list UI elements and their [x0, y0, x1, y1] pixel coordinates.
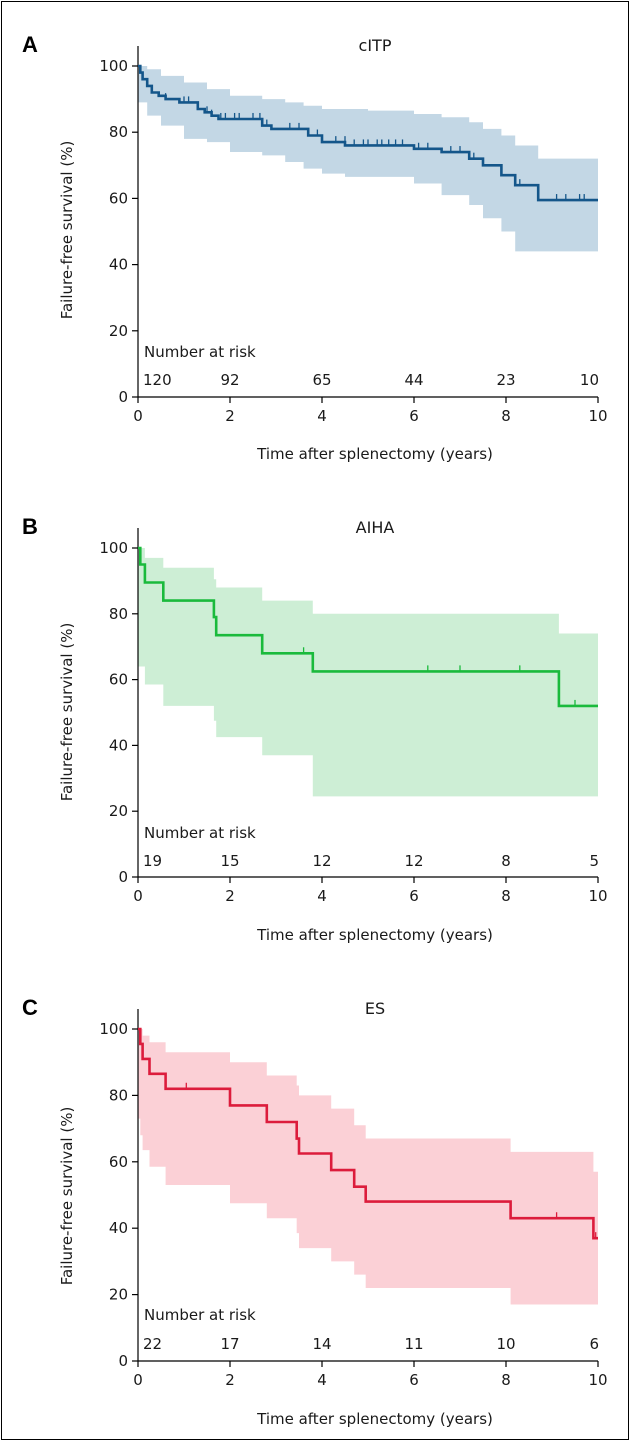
panel-letter-c: C — [22, 995, 38, 1020]
panel-c-y-axis-label: Failure-free survival (%) — [58, 1107, 76, 1286]
risk-count: 12 — [312, 852, 331, 870]
y-tick-label: 0 — [118, 388, 128, 406]
panel-a-x-axis-label: Time after splenectomy (years) — [256, 445, 493, 463]
panel-a-plot: 0 20 40 60 80 100 0 2 4 6 8 10 120 92 65 44 23 10 — [99, 46, 608, 425]
x-tick-label: 0 — [133, 407, 143, 425]
panel-c-title: ES — [365, 999, 385, 1018]
x-tick-label: 10 — [588, 1371, 607, 1389]
risk-count: 19 — [143, 852, 162, 870]
y-tick-label: 100 — [99, 57, 128, 75]
x-tick-label: 6 — [409, 1371, 419, 1389]
y-tick-label: 20 — [109, 1286, 128, 1304]
x-tick-label: 8 — [501, 407, 511, 425]
risk-count: 10 — [496, 1335, 515, 1353]
x-tick-label: 0 — [133, 1371, 143, 1389]
risk-count: 12 — [404, 852, 423, 870]
risk-count: 44 — [404, 371, 423, 389]
risk-count: 65 — [312, 371, 331, 389]
confidence-band — [138, 66, 598, 252]
x-tick-label: 4 — [317, 1371, 327, 1389]
confidence-band — [138, 1029, 598, 1305]
panel-a-risk-title: Number at risk — [144, 343, 256, 361]
x-tick-label: 4 — [317, 887, 327, 905]
y-tick-label: 40 — [109, 736, 128, 754]
panel-b-risk-title: Number at risk — [144, 824, 256, 842]
y-tick-label: 20 — [109, 802, 128, 820]
panel-c-risk-title: Number at risk — [144, 1306, 256, 1324]
x-tick-label: 0 — [133, 887, 143, 905]
risk-count: 22 — [143, 1335, 162, 1353]
panel-b-x-axis-label: Time after splenectomy (years) — [256, 926, 493, 944]
panel-c-x-axis-label: Time after splenectomy (years) — [256, 1410, 493, 1428]
risk-count: 10 — [580, 371, 599, 389]
y-tick-label: 60 — [109, 1153, 128, 1171]
y-tick-label: 40 — [109, 1219, 128, 1237]
panel-letter-b: B — [22, 514, 38, 539]
x-tick-label: 10 — [588, 407, 607, 425]
x-tick-label: 2 — [225, 1371, 235, 1389]
survival-curve — [138, 1027, 598, 1240]
survival-curve — [138, 546, 598, 708]
x-tick-label: 4 — [317, 407, 327, 425]
panel-b-plot: 0 20 40 60 80 100 0 2 4 6 8 10 19 15 12 12 8 5 — [99, 528, 608, 905]
y-tick-label: 60 — [109, 671, 128, 689]
y-tick-label: 80 — [109, 605, 128, 623]
y-tick-label: 60 — [109, 189, 128, 207]
risk-count: 17 — [220, 1335, 239, 1353]
x-tick-label: 6 — [409, 887, 419, 905]
risk-count: 8 — [501, 852, 511, 870]
y-tick-label: 100 — [99, 1020, 128, 1038]
risk-count: 5 — [589, 852, 599, 870]
risk-count: 6 — [589, 1335, 599, 1353]
panel-b-title: AIHA — [356, 518, 395, 537]
risk-count: 15 — [220, 852, 239, 870]
panel-c: C ES 0 20 40 60 80 100 0 2 4 6 8 10 22 17 14 11 10 6 Numb… — [22, 995, 608, 1428]
y-tick-label: 40 — [109, 256, 128, 274]
y-tick-label: 0 — [118, 868, 128, 886]
x-tick-label: 6 — [409, 407, 419, 425]
x-tick-label: 2 — [225, 407, 235, 425]
x-tick-label: 8 — [501, 1371, 511, 1389]
x-tick-label: 8 — [501, 887, 511, 905]
y-tick-label: 0 — [118, 1352, 128, 1370]
risk-count: 120 — [143, 371, 172, 389]
survival-curve — [138, 64, 598, 202]
risk-count: 11 — [404, 1335, 423, 1353]
panel-c-plot: 0 20 40 60 80 100 0 2 4 6 8 10 22 17 14 11 10 6 — [99, 1009, 608, 1389]
risk-count: 92 — [220, 371, 239, 389]
x-tick-label: 10 — [588, 887, 607, 905]
x-tick-label: 2 — [225, 887, 235, 905]
panel-letter-a: A — [22, 32, 38, 57]
y-tick-label: 80 — [109, 1086, 128, 1104]
risk-count: 14 — [312, 1335, 331, 1353]
y-tick-label: 80 — [109, 123, 128, 141]
y-tick-label: 100 — [99, 539, 128, 557]
y-tick-label: 20 — [109, 322, 128, 340]
risk-count: 23 — [496, 371, 515, 389]
panel-a-title: cITP — [359, 36, 392, 55]
panel-a-y-axis-label: Failure-free survival (%) — [58, 141, 76, 320]
panel-b-y-axis-label: Failure-free survival (%) — [58, 623, 76, 802]
panel-b: B AIHA 0 20 40 60 80 100 0 2 4 6 8 10 19 15 12 12 8 5 Num… — [22, 514, 608, 944]
